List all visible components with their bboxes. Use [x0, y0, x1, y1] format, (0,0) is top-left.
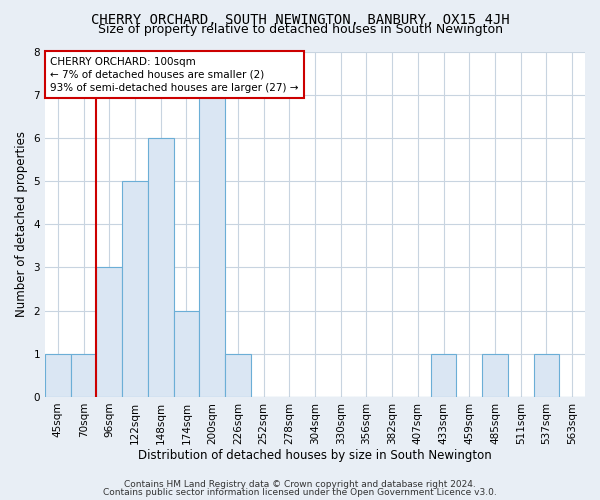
Bar [71, 354, 97, 397]
Text: CHERRY ORCHARD, SOUTH NEWINGTON, BANBURY, OX15 4JH: CHERRY ORCHARD, SOUTH NEWINGTON, BANBURY… [91, 12, 509, 26]
Text: Contains HM Land Registry data © Crown copyright and database right 2024.: Contains HM Land Registry data © Crown c… [124, 480, 476, 489]
Bar [97, 268, 122, 397]
Bar [45, 354, 71, 397]
Y-axis label: Number of detached properties: Number of detached properties [15, 131, 28, 317]
Text: CHERRY ORCHARD: 100sqm
← 7% of detached houses are smaller (2)
93% of semi-detac: CHERRY ORCHARD: 100sqm ← 7% of detached … [50, 56, 299, 93]
Bar [225, 354, 251, 397]
Bar [199, 94, 225, 397]
Bar [122, 181, 148, 397]
Bar [431, 354, 457, 397]
Bar [482, 354, 508, 397]
Text: Size of property relative to detached houses in South Newington: Size of property relative to detached ho… [97, 24, 503, 36]
Text: Contains public sector information licensed under the Open Government Licence v3: Contains public sector information licen… [103, 488, 497, 497]
X-axis label: Distribution of detached houses by size in South Newington: Distribution of detached houses by size … [138, 450, 492, 462]
Bar [148, 138, 173, 397]
Bar [173, 310, 199, 397]
Bar [533, 354, 559, 397]
